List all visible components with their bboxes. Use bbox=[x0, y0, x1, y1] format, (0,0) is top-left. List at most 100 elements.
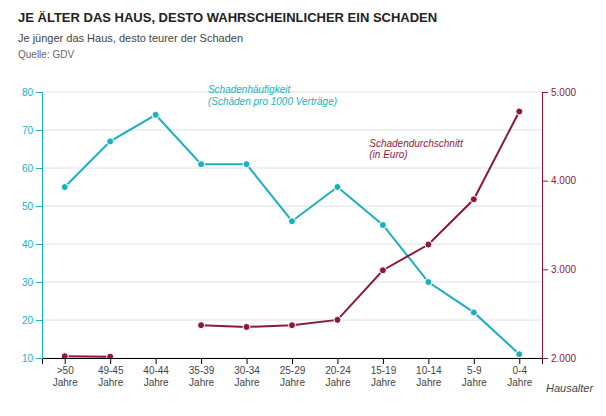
tick-mark bbox=[36, 282, 42, 283]
line bbox=[65, 112, 520, 357]
tick-mark bbox=[428, 358, 429, 364]
point bbox=[516, 108, 523, 115]
tick-label: >50Jahre bbox=[53, 365, 78, 388]
tick-label: 35-39Jahre bbox=[189, 365, 215, 388]
tick: 35-39Jahre bbox=[189, 358, 215, 388]
tick-label: 10-14Jahre bbox=[416, 365, 442, 388]
tick-label: 0-4Jahre bbox=[507, 365, 532, 388]
tick-label: 4.000 bbox=[551, 175, 576, 186]
tick: 10 bbox=[22, 353, 42, 364]
tick-mark bbox=[542, 358, 548, 359]
point bbox=[61, 353, 68, 358]
chart-container: JE ÄLTER DAS HAUS, DESTO WAHRSCHEINLICHE… bbox=[0, 0, 606, 416]
point bbox=[425, 241, 432, 248]
point bbox=[289, 218, 296, 225]
tick-mark bbox=[337, 358, 338, 364]
grid-line bbox=[42, 130, 542, 131]
series-label: Schadenhäufigkeit(Schäden pro 1000 Vertr… bbox=[208, 84, 337, 107]
tick: 20-24Jahre bbox=[325, 358, 351, 388]
point bbox=[516, 351, 523, 358]
chart: JE ÄLTER DAS HAUS, DESTO WAHRSCHEINLICHE… bbox=[0, 0, 606, 416]
y2-axis: 2.000 3.000 4.000 5.000 bbox=[542, 87, 576, 364]
point bbox=[61, 184, 68, 191]
tick-mark bbox=[292, 358, 293, 364]
tick: >50Jahre bbox=[53, 358, 78, 388]
subtitle: Je jünger das Haus, desto teurer der Sch… bbox=[18, 32, 243, 44]
tick: 0-4Jahre bbox=[507, 358, 532, 388]
grid-line bbox=[42, 244, 542, 245]
tick-mark bbox=[542, 92, 548, 93]
tick-mark bbox=[36, 130, 42, 131]
tick-mark bbox=[156, 358, 157, 364]
axis-line bbox=[543, 93, 549, 359]
tick-label: 3.000 bbox=[551, 264, 576, 275]
markers bbox=[61, 111, 523, 357]
point bbox=[334, 184, 341, 191]
grid-line bbox=[42, 320, 542, 321]
tick-label: 49-45Jahre bbox=[98, 365, 124, 388]
tick: 4.000 bbox=[542, 175, 576, 186]
tick-label: 15-19Jahre bbox=[371, 365, 397, 388]
marks bbox=[61, 108, 523, 358]
tick: 3.000 bbox=[542, 264, 576, 275]
tick: 50 bbox=[22, 201, 42, 212]
point bbox=[379, 222, 386, 229]
tick: 60 bbox=[22, 163, 42, 174]
tick: 40-44Jahre bbox=[143, 358, 169, 388]
tick-label: 40 bbox=[22, 239, 34, 250]
tick: 2.000 bbox=[542, 353, 576, 364]
markers bbox=[61, 108, 523, 358]
series-label: Schadendurchschnitt(in Euro) bbox=[369, 138, 464, 161]
tick-mark bbox=[36, 206, 42, 207]
tick-mark bbox=[36, 92, 42, 93]
grid-line bbox=[42, 168, 542, 169]
point bbox=[470, 309, 477, 316]
tick-label: 25-29Jahre bbox=[280, 365, 306, 388]
tick-label: 40-44Jahre bbox=[143, 365, 169, 388]
tick-mark bbox=[247, 358, 248, 364]
tick-mark bbox=[65, 358, 66, 364]
tick: 5-9Jahre bbox=[462, 358, 487, 388]
grid bbox=[42, 92, 542, 358]
tick-label: 80 bbox=[22, 87, 34, 98]
tick: 40 bbox=[22, 239, 42, 250]
tick-mark bbox=[201, 358, 202, 364]
tick-mark bbox=[36, 168, 42, 169]
tick: 25-29Jahre bbox=[280, 358, 306, 388]
point bbox=[198, 322, 205, 329]
tick-label: 5.000 bbox=[551, 87, 576, 98]
point bbox=[198, 161, 205, 168]
tick-label: 30 bbox=[22, 277, 34, 288]
plot: >50Jahre 49-45Jahre 40-44Jahre 35-39Jahre 30… bbox=[22, 87, 577, 388]
point bbox=[425, 279, 432, 286]
tick: 20 bbox=[22, 315, 42, 326]
line bbox=[65, 115, 520, 354]
x-axis-title: Hausalter bbox=[546, 382, 594, 394]
point bbox=[152, 111, 159, 118]
point bbox=[334, 316, 341, 323]
axis-line bbox=[36, 93, 43, 359]
tick-mark bbox=[542, 269, 548, 270]
tick-mark bbox=[519, 358, 520, 364]
tick-label: 70 bbox=[22, 125, 34, 136]
tick-label: 30-34Jahre bbox=[234, 365, 260, 388]
tick-mark bbox=[36, 244, 42, 245]
tick-label: 20-24Jahre bbox=[325, 365, 351, 388]
title: JE ÄLTER DAS HAUS, DESTO WAHRSCHEINLICHE… bbox=[18, 10, 437, 25]
point bbox=[379, 267, 386, 274]
point bbox=[107, 353, 114, 358]
tick-mark bbox=[36, 320, 42, 321]
tick-label: 60 bbox=[22, 163, 34, 174]
grid-line bbox=[42, 282, 542, 283]
tick-mark bbox=[36, 358, 42, 359]
point bbox=[470, 196, 477, 203]
tick: 80 bbox=[22, 87, 42, 98]
tick: 15-19Jahre bbox=[371, 358, 397, 388]
tick-label: 5-9Jahre bbox=[462, 365, 487, 388]
tick-mark bbox=[383, 358, 384, 364]
tick-mark bbox=[542, 181, 548, 182]
tick-label: 20 bbox=[22, 315, 34, 326]
point bbox=[243, 323, 250, 330]
tick-mark bbox=[110, 358, 111, 364]
y-axis: 10 20 30 40 50 60 70 80 bbox=[22, 87, 43, 364]
